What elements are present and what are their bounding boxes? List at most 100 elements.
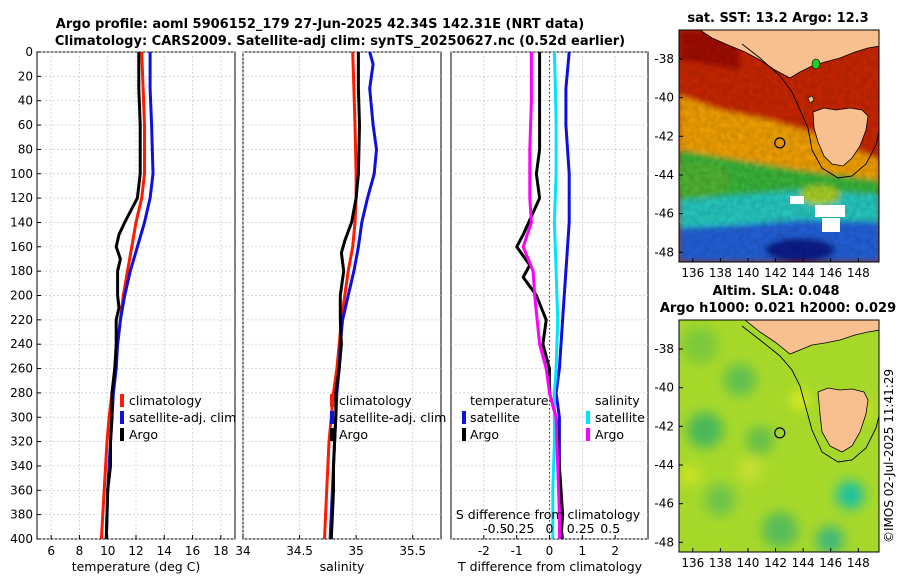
x-tick-label: 35 bbox=[349, 544, 364, 558]
legend-title-salinity: salinity bbox=[595, 393, 640, 408]
salinity-xlabel: salinity bbox=[320, 559, 365, 574]
legend-label-argo: Argo bbox=[339, 427, 368, 442]
map-x-tick-label: 140 bbox=[737, 556, 760, 570]
green-marker bbox=[811, 58, 821, 70]
legend-label-argo: Argo bbox=[129, 427, 158, 442]
mainland-australia bbox=[744, 320, 879, 355]
difference-xlabel: T difference from climatology bbox=[457, 559, 643, 574]
y-tick-label: 0 bbox=[25, 45, 33, 59]
legend-label-t-satellite: satellite bbox=[470, 410, 520, 425]
map-y-tick-label: -40 bbox=[654, 381, 674, 395]
x-tick-label: 8 bbox=[76, 544, 84, 558]
y-tick-label: 140 bbox=[10, 215, 33, 229]
y-tick-label: 300 bbox=[10, 410, 33, 424]
x-tick-label: -2 bbox=[478, 544, 490, 558]
map-y-tick-label: -42 bbox=[654, 419, 674, 433]
map-y-tick-label: -48 bbox=[654, 245, 674, 259]
map-y-tick-label: -46 bbox=[654, 497, 674, 511]
map-x-tick-label: 146 bbox=[819, 266, 842, 280]
map-x-tick-label: 138 bbox=[709, 556, 732, 570]
sla-shelf-contour bbox=[741, 325, 879, 463]
map-x-tick-label: 144 bbox=[792, 556, 815, 570]
map-x-tick-label: 140 bbox=[737, 266, 760, 280]
y-tick-label: 360 bbox=[10, 483, 33, 497]
difference-panel: -2 -1 0 1 2 T difference from climatology te… bbox=[450, 51, 649, 574]
sst-shelf-contour bbox=[741, 43, 879, 179]
cloud-mask bbox=[815, 205, 845, 217]
salinity-panel: 34 34.5 35 35.5 salinity climatology satell… bbox=[235, 51, 446, 574]
map-y-tick-label: -42 bbox=[654, 129, 674, 143]
map-x-tick-label: 148 bbox=[847, 556, 870, 570]
map-x-tick-label: 148 bbox=[847, 266, 870, 280]
map-x-tick-label: 138 bbox=[709, 266, 732, 280]
series-line-s-argo bbox=[521, 52, 561, 539]
y-tick-label: 180 bbox=[10, 264, 33, 278]
secondary-xlabel: S difference from climatology bbox=[456, 507, 641, 522]
legend-label-t-argo: Argo bbox=[470, 427, 499, 442]
map-y-tick-label: -46 bbox=[654, 207, 674, 221]
sst-map-title: sat. SST: 13.2 Argo: 12.3 bbox=[687, 11, 868, 26]
legend-label-s-argo: Argo bbox=[595, 427, 624, 442]
y-tick-label: 40 bbox=[18, 94, 33, 108]
secondary-tick-label: 0.5 bbox=[600, 521, 620, 536]
king-island bbox=[807, 95, 815, 104]
series-line-s-satellite bbox=[551, 51, 560, 539]
x-tick-label: 12 bbox=[128, 544, 143, 558]
map-y-tick-label: -48 bbox=[654, 535, 674, 549]
x-tick-label: -1 bbox=[511, 544, 523, 558]
y-tick-label: 100 bbox=[10, 167, 33, 181]
legend-label-climatology: climatology bbox=[129, 393, 202, 408]
argo-position-marker bbox=[774, 137, 786, 149]
x-tick-label: 34.5 bbox=[286, 544, 313, 558]
secondary-tick-label: 0.25 bbox=[567, 521, 595, 536]
x-tick-label: 2 bbox=[611, 544, 619, 558]
tasmania bbox=[812, 107, 869, 167]
y-tick-label: 380 bbox=[10, 508, 33, 522]
y-tick-label: 260 bbox=[10, 362, 33, 376]
x-tick-label: 34 bbox=[235, 544, 250, 558]
map-x-tick-label: 142 bbox=[764, 266, 787, 280]
series-line-argo bbox=[104, 52, 142, 540]
imos-credit: ©IMOS 02-Jul-2025 11:41:29 bbox=[882, 369, 896, 543]
y-tick-label: 80 bbox=[18, 142, 33, 156]
map-y-tick-label: -38 bbox=[654, 342, 674, 356]
difference-legend: temperature satellite Argo salinity sate… bbox=[462, 393, 645, 442]
cloud-mask bbox=[822, 218, 840, 232]
legend-label-climatology: climatology bbox=[339, 393, 412, 408]
map-y-tick-label: -40 bbox=[654, 91, 674, 105]
x-tick-label: 14 bbox=[157, 544, 172, 558]
figure-title-line1: Argo profile: aoml 5906152_179 27-Jun-20… bbox=[56, 17, 584, 32]
argo-position-marker bbox=[774, 427, 786, 439]
secondary-tick-label: 0 bbox=[546, 521, 554, 536]
sla-map-title-line1: Altim. SLA: 0.048 bbox=[713, 284, 840, 299]
sla-field bbox=[679, 320, 879, 552]
salinity-legend: climatology satellite-adj. clim Argo bbox=[330, 393, 446, 442]
sst-map-panel: sat. SST: 13.2 Argo: 12.3 bbox=[654, 11, 880, 280]
legend-title-temperature: temperature bbox=[470, 393, 549, 408]
figure-title-line2: Climatology: CARS2009. Satellite-adj cli… bbox=[55, 34, 625, 49]
x-tick-label: 16 bbox=[185, 544, 200, 558]
mainland-australia bbox=[699, 30, 879, 79]
y-tick-label: 280 bbox=[10, 386, 33, 400]
y-tick-label: 400 bbox=[10, 532, 33, 546]
y-tick-label: 60 bbox=[18, 118, 33, 132]
secondary-tick-label: -0.25 bbox=[502, 521, 534, 536]
y-tick-label: 240 bbox=[10, 337, 33, 351]
map-x-tick-label: 144 bbox=[792, 266, 815, 280]
temperature-xlabel: temperature (deg C) bbox=[72, 559, 201, 574]
sla-map-title-line2: Argo h1000: 0.021 h2000: 0.029 bbox=[660, 301, 896, 316]
map-y-tick-label: -44 bbox=[654, 168, 674, 182]
y-tick-label: 200 bbox=[10, 289, 33, 303]
map-y-tick-label: -38 bbox=[654, 52, 674, 66]
x-tick-label: 35.5 bbox=[399, 544, 426, 558]
x-tick-label: 18 bbox=[213, 544, 228, 558]
temperature-legend: climatology satellite-adj. clim Argo bbox=[120, 393, 236, 442]
y-tick-label: 320 bbox=[10, 435, 33, 449]
sst-field bbox=[679, 30, 879, 262]
x-tick-label: 0 bbox=[546, 544, 554, 558]
x-tick-label: 10 bbox=[100, 544, 115, 558]
y-tick-label: 220 bbox=[10, 313, 33, 327]
cloud-mask bbox=[790, 196, 804, 204]
legend-label-satellite: satellite-adj. clim bbox=[129, 410, 236, 425]
